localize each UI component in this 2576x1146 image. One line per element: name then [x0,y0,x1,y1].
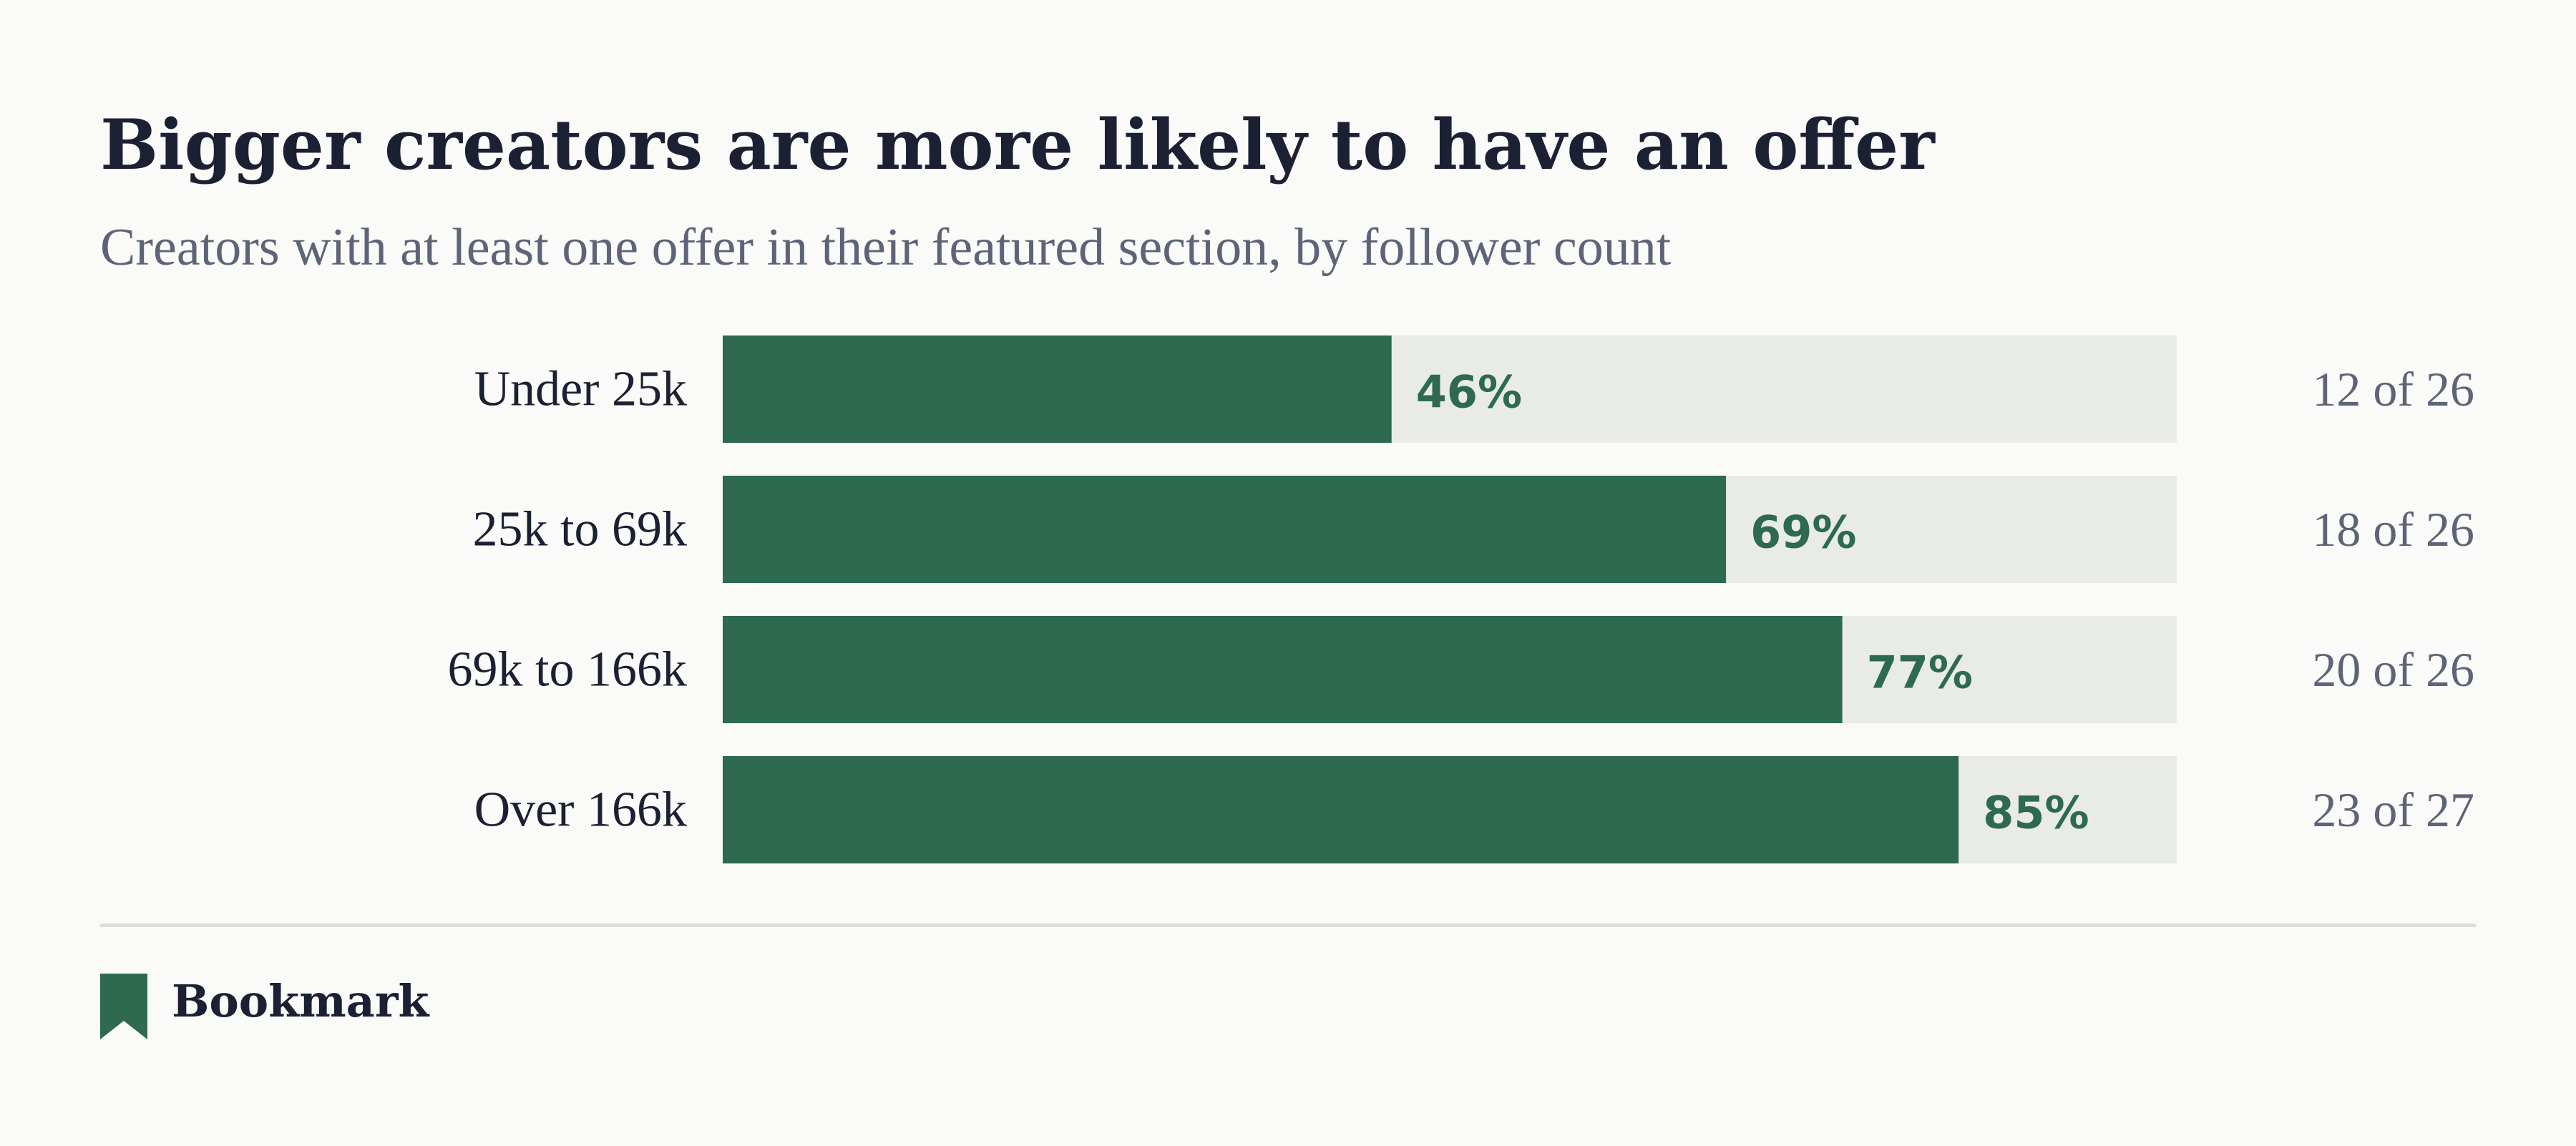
value-label: 69% [1750,506,1856,559]
count-label: 23 of 27 [2312,783,2474,837]
footer-divider [100,924,2476,927]
bookmark-icon [100,974,147,1039]
count-label: 18 of 26 [2312,502,2474,557]
value-label: 85% [1983,787,2089,839]
value-label: 77% [1867,647,1973,699]
bar [723,616,1843,723]
category-label: 25k to 69k [473,502,687,557]
chart-subtitle: Creators with at least one offer in thei… [100,218,1672,277]
value-label: 46% [1416,366,1522,418]
bar [723,336,1392,443]
brand-name: Bookmark [172,975,429,1027]
bar [723,476,1727,583]
chart-title: Bigger creators are more likely to have … [100,104,1935,185]
count-label: 12 of 26 [2312,362,2474,416]
category-label: Under 25k [474,362,687,417]
count-label: 20 of 26 [2312,642,2474,697]
bar [723,756,1959,863]
category-label: Over 166k [474,783,687,838]
category-label: 69k to 166k [448,642,687,697]
